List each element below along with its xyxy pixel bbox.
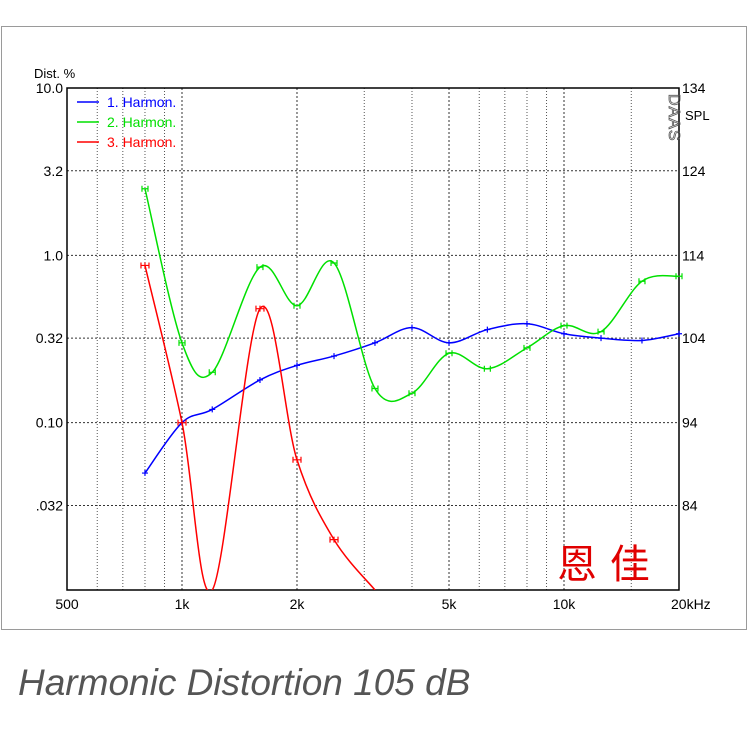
chart-frame	[1, 26, 747, 630]
data-point-h3	[329, 536, 339, 543]
chart-caption: Harmonic Distortion 105 dB	[18, 662, 471, 703]
data-point-h2	[408, 390, 416, 397]
data-point-h2	[675, 273, 683, 280]
data-point-h2	[178, 339, 186, 346]
brand-mark: DAAS	[665, 94, 682, 142]
data-point-h2	[330, 259, 338, 266]
data-point-h1	[676, 330, 682, 337]
data-point-h2	[371, 385, 379, 392]
y-tick-label: 0.10	[36, 415, 63, 431]
data-point-h1	[371, 339, 378, 346]
right-axis-label: SPL	[685, 108, 710, 123]
data-point-h2	[256, 264, 264, 271]
y-right-tick-label: 94	[682, 415, 698, 431]
data-point-h2	[208, 369, 216, 376]
y-right-tick-label: 124	[682, 163, 706, 179]
plot-border	[66, 87, 680, 591]
data-point-h1	[598, 335, 605, 342]
y-tick-label: 10.0	[36, 80, 63, 96]
y-right-tick-label: 134	[682, 80, 706, 96]
y-right-tick-label: 84	[682, 497, 698, 513]
distortion-chart: 10.0 3.2 1.0 0.32 0.10 .032 134 124 114 104 94 84 50…	[34, 66, 711, 612]
y-tick-label: 1.0	[44, 247, 64, 263]
legend-label: 1. Harmon.	[107, 94, 176, 110]
x-tick-label: 1k	[175, 596, 191, 612]
data-point-h3	[255, 305, 265, 312]
left-axis-label: Dist. %	[34, 66, 76, 81]
data-point-h1	[408, 324, 415, 331]
data-point-h2	[483, 365, 491, 372]
data-point-h2	[141, 185, 149, 192]
data-point-h1	[561, 330, 568, 337]
data-point-h1	[209, 406, 216, 413]
y-tick-label: 3.2	[44, 163, 64, 179]
data-point-h2	[445, 350, 453, 357]
data-point-h3	[140, 262, 150, 269]
legend-label: 2. Harmon.	[107, 114, 176, 130]
data-point-h2	[293, 302, 301, 309]
x-tick-label: 5k	[442, 596, 458, 612]
data-point-h1	[141, 470, 148, 477]
data-point-h2	[597, 328, 605, 335]
data-point-h2	[638, 278, 646, 285]
data-point-h1	[293, 362, 300, 369]
data-point-h1	[256, 376, 263, 383]
data-point-h3	[177, 419, 187, 426]
legend-label: 3. Harmon.	[107, 134, 176, 150]
x-tick-label: 500	[55, 596, 79, 612]
x-tick-label: 10k	[553, 596, 577, 612]
data-point-h1	[331, 353, 338, 360]
y-tick-label: 0.32	[36, 330, 63, 346]
y-right-tick-label: 104	[682, 330, 706, 346]
series-line-2	[144, 188, 679, 402]
data-point-h2	[560, 322, 568, 329]
data-point-h1	[484, 326, 491, 333]
data-point-h3	[292, 456, 302, 463]
y-tick-label: .032	[36, 497, 63, 513]
x-tick-label: 2k	[290, 596, 306, 612]
data-point-h1	[638, 337, 645, 344]
data-point-h1	[523, 320, 530, 327]
data-point-h2	[523, 344, 531, 351]
watermark-text: 恩 佳	[557, 542, 650, 588]
y-right-tick-label: 114	[682, 247, 705, 263]
series-line-3	[144, 265, 376, 590]
x-tick-label: 20kHz	[671, 596, 711, 612]
data-point-h1	[446, 339, 453, 346]
